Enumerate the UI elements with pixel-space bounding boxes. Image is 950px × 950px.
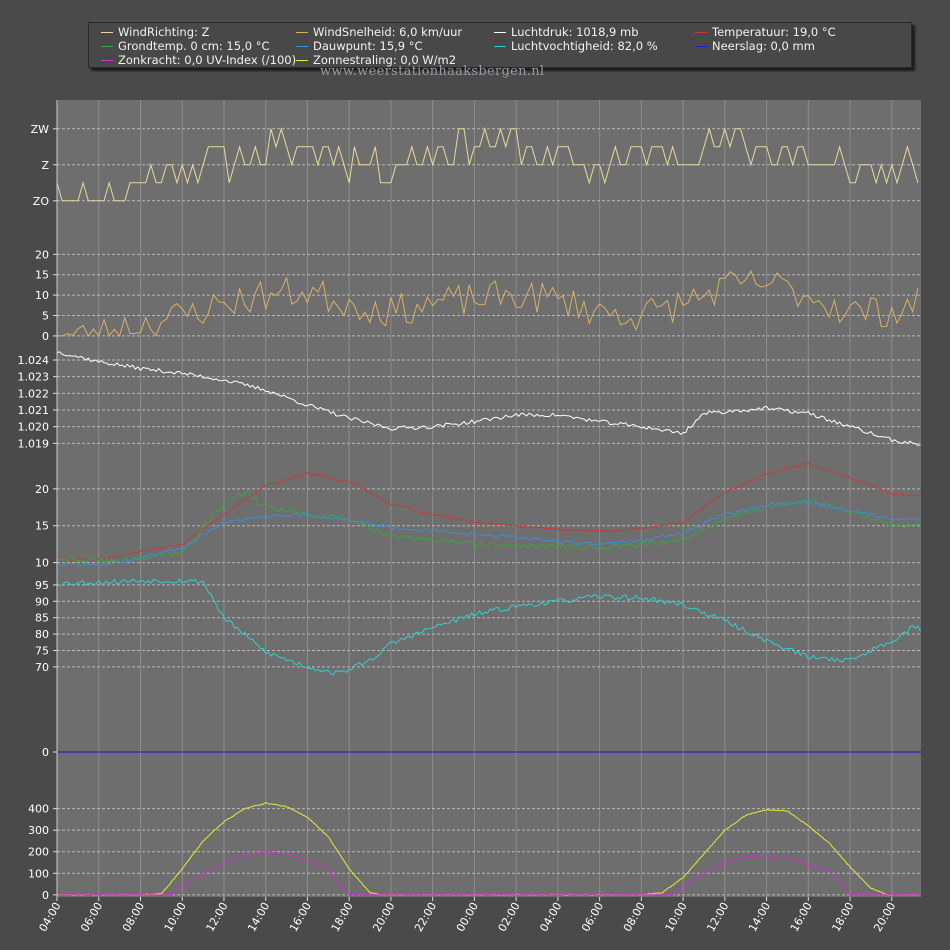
y-tick-label-zon: 0	[42, 889, 49, 902]
series-line-temperaturen-2	[56, 499, 921, 567]
x-tick-label: 14:00	[245, 900, 272, 934]
series-line-windrichting-0	[56, 126, 919, 202]
x-tick-label: 22:00	[412, 900, 439, 934]
y-tick-label-temperaturen: 10	[35, 557, 49, 570]
series-line-windsnelheid-0	[57, 269, 919, 337]
x-tick-label: 10:00	[663, 900, 690, 934]
legend-label: Neerslag: 0,0 mm	[712, 39, 815, 53]
plot-area	[57, 100, 921, 897]
legend-swatch	[494, 32, 506, 33]
y-tick-label-luchtvochtigheid: 85	[35, 612, 49, 625]
watermark: www.weerstationhaaksbergen.nl	[320, 64, 545, 79]
legend-swatch	[494, 46, 506, 47]
x-tick-label: 18:00	[329, 900, 356, 934]
y-tick-label-windsnelheid: 5	[42, 310, 49, 323]
y-tick-label-luchtdruk: 1.019	[18, 437, 50, 450]
legend-swatch	[296, 60, 308, 61]
y-tick-label-windrichting: Z	[41, 159, 49, 172]
y-tick-label-zon: 400	[28, 803, 49, 816]
x-tick-label: 20:00	[871, 900, 898, 934]
legend-label: Zonnestraling: 0,0 W/m2	[313, 53, 457, 67]
legend-swatch	[101, 46, 113, 47]
x-tick-label: 06:00	[78, 900, 105, 934]
series-line-temperaturen-1	[56, 491, 921, 564]
series-line-zon-1	[56, 851, 921, 896]
x-tick-label: 04:00	[36, 900, 63, 934]
legend-label: Dauwpunt: 15,9 °C	[313, 39, 423, 53]
y-tick-label-luchtvochtigheid: 95	[35, 579, 49, 592]
y-tick-label-zon: 300	[28, 824, 49, 837]
x-tick-label: 16:00	[788, 900, 815, 934]
x-tick-label: 02:00	[496, 900, 523, 934]
y-tick-label-luchtvochtigheid: 75	[35, 644, 49, 657]
legend-label: Luchtdruk: 1018,9 mb	[511, 25, 639, 39]
y-tick-label-luchtvochtigheid: 80	[35, 628, 49, 641]
y-tick-label-zon: 200	[28, 846, 49, 859]
legend-swatch	[101, 60, 113, 61]
legend-label: WindRichting: Z	[118, 25, 210, 39]
series-line-luchtvochtigheid-0	[56, 578, 921, 676]
x-tick-label: 00:00	[454, 900, 481, 934]
x-tick-label: 04:00	[537, 900, 564, 934]
y-tick-label-luchtdruk: 1.023	[18, 371, 50, 384]
y-tick-label-windsnelheid: 0	[42, 330, 49, 343]
legend-swatch	[695, 46, 707, 47]
x-tick-label: 12:00	[203, 900, 230, 934]
y-tick-label-temperaturen: 20	[35, 483, 49, 496]
y-tick-label-zon: 100	[28, 867, 49, 880]
legend-swatch	[296, 46, 308, 47]
y-tick-label-neerslag: 0	[42, 746, 49, 759]
legend-label: Zonkracht: 0,0 UV-Index (/100)	[118, 53, 297, 67]
x-tick-label: 14:00	[746, 900, 773, 934]
y-tick-label-windsnelheid: 10	[35, 289, 49, 302]
x-tick-label: 20:00	[370, 900, 397, 934]
grid-layer	[56, 100, 921, 897]
x-tick-label: 08:00	[120, 900, 147, 934]
x-tick-label: 16:00	[287, 900, 314, 934]
y-tick-label-windrichting: ZW	[31, 123, 50, 136]
y-tick-label-luchtvochtigheid: 70	[35, 661, 49, 674]
y-tick-label-luchtvochtigheid: 90	[35, 595, 49, 608]
y-tick-label-windsnelheid: 15	[35, 269, 49, 282]
y-tick-label-luchtdruk: 1.024	[18, 354, 50, 367]
y-tick-label-windsnelheid: 20	[35, 248, 49, 261]
y-tick-label-windrichting: ZO	[33, 195, 50, 208]
legend-swatch	[695, 32, 707, 33]
legend-label: Grondtemp. 0 cm: 15,0 °C	[118, 39, 270, 53]
x-tick-label: 12:00	[704, 900, 731, 934]
legend-swatch	[101, 32, 113, 33]
x-tick-label: 18:00	[830, 900, 857, 934]
legend: WindRichting: Z WindSnelheid: 6,0 km/uur L…	[88, 22, 912, 68]
legend-swatch	[296, 32, 308, 33]
x-tick-label: 08:00	[621, 900, 648, 934]
y-tick-label-luchtdruk: 1.021	[18, 404, 50, 417]
y-tick-label-temperaturen: 15	[35, 520, 49, 533]
legend-label: Luchtvochtigheid: 82,0 %	[511, 39, 658, 53]
legend-label: WindSnelheid: 6,0 km/uur	[313, 25, 463, 39]
legend-label: Temperatuur: 19,0 °C	[712, 25, 836, 39]
x-tick-label: 06:00	[579, 900, 606, 934]
y-tick-label-luchtdruk: 1.022	[18, 387, 50, 400]
y-tick-label-luchtdruk: 1.020	[18, 421, 50, 434]
series-line-luchtdruk-0	[56, 351, 921, 446]
series-layer	[56, 126, 921, 896]
x-tick-label: 10:00	[162, 900, 189, 934]
